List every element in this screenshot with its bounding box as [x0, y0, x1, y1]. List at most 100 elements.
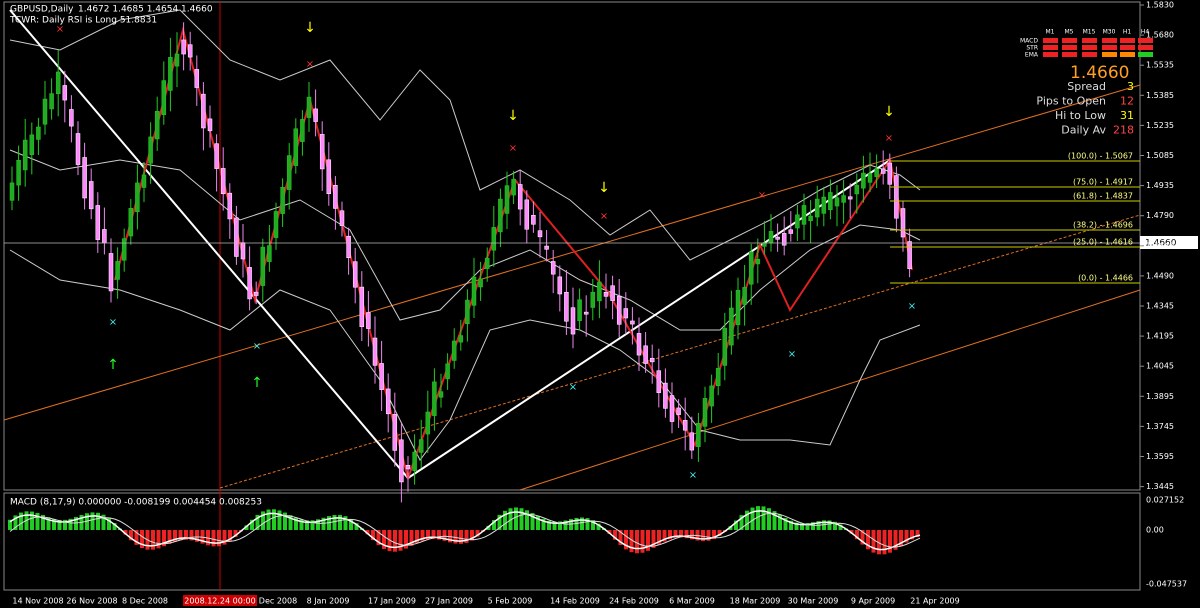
macd-bar: [657, 530, 661, 545]
macd-bar: [651, 530, 656, 548]
macd-bar: [607, 530, 612, 534]
cross: ×: [758, 190, 766, 201]
candle-body: [715, 368, 721, 387]
price-tick-label: 1.3595: [1146, 452, 1174, 461]
timeframe: M15: [1083, 29, 1096, 36]
candle-body: [214, 143, 219, 169]
candle-body: [570, 307, 576, 335]
macd-bar: [712, 530, 716, 540]
candle-body: [319, 134, 325, 170]
down-arrow: ↓: [507, 108, 519, 124]
candle-body: [762, 242, 767, 247]
candle-body: [121, 238, 127, 261]
candle-body: [240, 242, 246, 260]
macd-bar: [728, 526, 733, 530]
candle-body: [623, 308, 629, 319]
candle-body: [564, 291, 569, 322]
macd-bar: [184, 530, 188, 540]
macd-bar: [569, 519, 573, 530]
candle-body: [359, 286, 365, 327]
macd-bar: [151, 530, 155, 550]
candle-body: [313, 108, 318, 122]
panel-row: STR: [1026, 45, 1038, 52]
macd-bar: [470, 530, 474, 541]
price-tick-label: 1.5085: [1146, 151, 1174, 160]
macd-bar: [756, 506, 760, 530]
band-upper: [9, 9, 921, 261]
macd-bar: [635, 530, 639, 554]
macd-bar: [624, 530, 628, 550]
candle-body: [366, 312, 371, 329]
candle-body: [29, 134, 35, 155]
candle-body: [887, 162, 893, 185]
candle-body: [207, 118, 213, 132]
candle-body: [148, 136, 153, 164]
candle-body: [682, 420, 688, 431]
macd-bar: [74, 517, 78, 530]
candle-body: [36, 126, 41, 140]
candle-body: [880, 168, 886, 174]
macd-bar: [552, 521, 557, 530]
down-arrow: ↓: [883, 104, 895, 120]
macd-bar: [244, 525, 249, 530]
macd-bar: [178, 530, 183, 541]
macd-bar: [46, 517, 51, 530]
candle-body: [491, 227, 497, 251]
macd-bar: [888, 530, 892, 553]
fib-label: (0.0) - 1.4466: [1078, 274, 1133, 283]
macd-bar: [189, 530, 194, 541]
timeframe: H1: [1123, 29, 1132, 36]
macd-axis-label: 0.027152: [1146, 496, 1184, 505]
macd-bar: [871, 530, 876, 553]
macd-bar: [706, 530, 711, 541]
candle-body: [267, 245, 272, 262]
macd-label: MACD (8,17,9) 0.000000 -0.008199 0.00445…: [10, 498, 262, 508]
macd-bar: [503, 510, 507, 530]
date-label: 6 Mar 2009: [669, 597, 715, 606]
candle-body: [253, 291, 259, 296]
candle-body: [161, 80, 167, 115]
candle-body: [352, 261, 358, 288]
macd-bar: [591, 520, 595, 530]
candle-body: [22, 139, 28, 171]
cross: ×: [253, 341, 261, 352]
macd-bar: [739, 515, 744, 530]
candle-body: [55, 71, 61, 95]
candle-body: [385, 388, 391, 415]
candle-body: [425, 411, 431, 435]
candle-body: [517, 184, 523, 210]
candle-body: [610, 285, 615, 301]
cross: ×: [109, 317, 117, 328]
signal-line: [9, 512, 921, 548]
candle-body: [445, 363, 450, 380]
price-tick-label: 1.4935: [1146, 181, 1174, 190]
macd-bar: [409, 530, 414, 546]
candle-body: [498, 198, 503, 233]
signal-cell: [1082, 52, 1097, 57]
candle-body: [9, 182, 15, 201]
signal-cell: [1138, 38, 1153, 43]
cross: ×: [908, 301, 916, 312]
candle-body: [82, 157, 87, 199]
macd-bar: [63, 519, 67, 530]
macd-bar: [68, 518, 73, 530]
macd-bar: [822, 520, 826, 530]
macd-bar: [349, 518, 353, 530]
candle-body: [432, 381, 437, 416]
candle-body: [603, 292, 609, 297]
candle-body: [907, 241, 912, 269]
candle-body: [168, 57, 173, 91]
macd-bar: [233, 530, 238, 537]
candle-body: [339, 210, 345, 226]
macd-bar: [112, 523, 117, 530]
macd-bar: [35, 512, 40, 530]
candle-body: [894, 175, 899, 219]
macd-bar: [679, 530, 683, 538]
candle-body: [95, 205, 101, 240]
candle-body: [795, 214, 800, 229]
candle-body: [775, 236, 780, 240]
candle-body: [399, 439, 404, 483]
macd-bar: [536, 516, 540, 530]
macd-bar: [310, 520, 315, 530]
candle-body: [451, 340, 457, 361]
